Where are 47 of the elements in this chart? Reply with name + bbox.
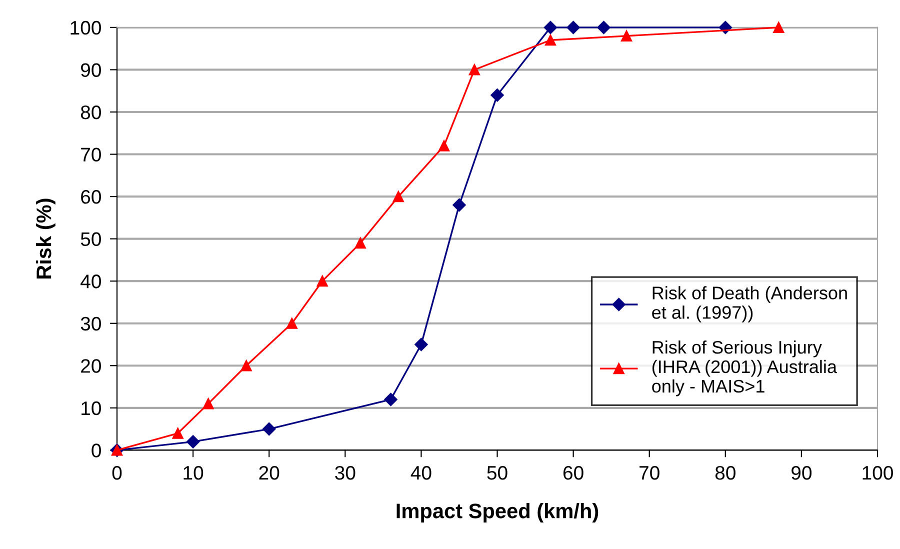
y-tick-label: 10 <box>82 401 101 416</box>
point <box>468 64 480 76</box>
point <box>262 422 276 436</box>
point <box>202 398 214 410</box>
point <box>620 30 632 42</box>
y-tick-label: 0 <box>92 444 101 458</box>
y-tick-label: 20 <box>81 359 101 373</box>
x-tick-label: 50 <box>487 466 508 480</box>
x-tick-label: 40 <box>410 466 432 480</box>
x-tick-label: 20 <box>259 466 280 480</box>
y-tick-label: 30 <box>80 316 101 331</box>
legend-label: Risk of Death (Anderson et al. (1997)) <box>652 286 847 322</box>
point <box>544 34 556 46</box>
x-tick-label: 10 <box>184 466 204 480</box>
point <box>544 20 558 34</box>
x-axis-title: Impact Speed (km/h) <box>396 503 598 522</box>
y-tick-label: 90 <box>81 63 101 77</box>
point <box>286 318 298 329</box>
y-tick-label: 50 <box>80 232 101 246</box>
x-tick-label: 100 <box>862 466 893 480</box>
x-tick-label: 60 <box>563 466 584 480</box>
x-tick-label: 80 <box>715 466 736 480</box>
y-axis-title: Risk (%) <box>36 198 56 279</box>
point <box>597 20 610 34</box>
x-tick-label: 30 <box>335 466 356 480</box>
point <box>354 237 366 249</box>
point <box>186 435 200 448</box>
point <box>172 428 184 439</box>
x-tick-label: 0 <box>112 466 122 480</box>
point <box>414 338 428 352</box>
x-tick-label: 70 <box>640 466 660 480</box>
point <box>452 198 466 212</box>
point <box>773 22 784 34</box>
y-tick-label: 80 <box>80 105 101 120</box>
point <box>566 20 580 34</box>
y-tick-label: 100 <box>70 20 101 35</box>
point <box>384 392 398 406</box>
y-tick-label: 40 <box>80 274 101 288</box>
point <box>490 88 504 102</box>
legend-label: Risk of Serious Injury (IHRA (2001)) Australia only - MAIS>1 <box>652 340 837 396</box>
point <box>438 140 450 152</box>
x-tick-label: 90 <box>792 466 812 480</box>
point <box>392 190 404 202</box>
y-tick-label: 60 <box>81 190 101 204</box>
y-tick-label: 70 <box>81 148 101 162</box>
point <box>240 360 252 372</box>
point <box>316 276 328 287</box>
